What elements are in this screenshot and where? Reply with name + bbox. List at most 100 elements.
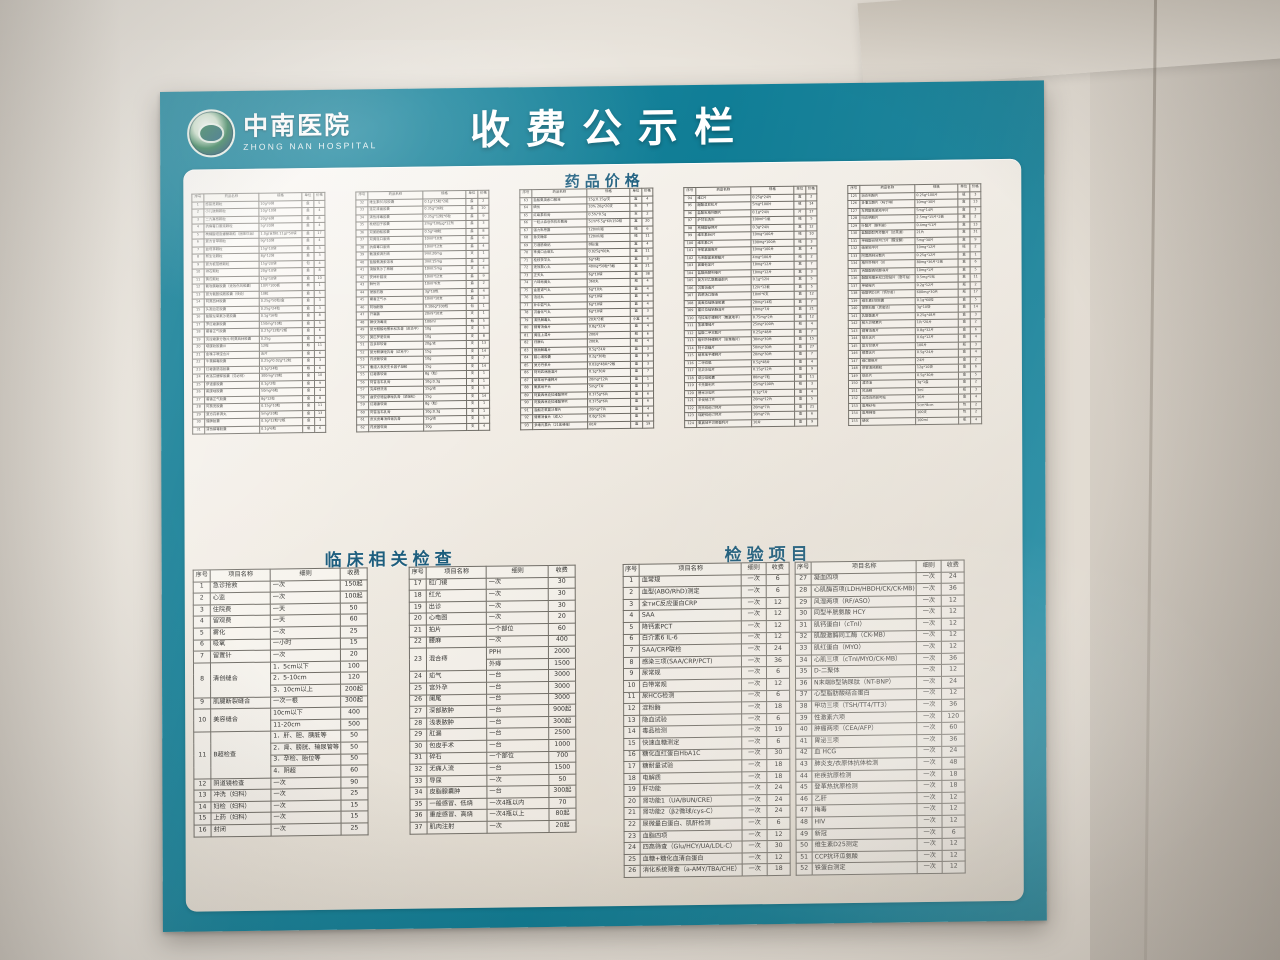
table-cell: 24 xyxy=(766,643,790,656)
table-cell: 一次 xyxy=(916,699,942,712)
table-cell: 3 xyxy=(314,304,326,313)
table-cell: 139 xyxy=(848,297,861,306)
table-cell: 2 xyxy=(623,587,640,600)
table-cell: 11 xyxy=(806,373,818,382)
drug-price-table-column-5: 序号 药品名称 规格 单位 价格 125 消炎利胆片 0.25g*100片瓶 3 126 多潘立酮片… xyxy=(847,183,983,427)
table-cell: 53 xyxy=(356,356,369,365)
table-cell: 29 xyxy=(409,729,427,742)
table-cell: 9 xyxy=(806,365,818,374)
table-cell: 2 xyxy=(970,408,982,417)
table-cell: 18 xyxy=(941,768,965,781)
table-cell: 心电图 xyxy=(426,612,487,626)
table-cell: 3000 xyxy=(548,692,576,705)
table-cell: 32 xyxy=(409,764,427,776)
table-cell: 盒 xyxy=(302,357,315,366)
table-cell: 141 xyxy=(848,312,861,321)
table-cell: 一次 xyxy=(741,666,767,679)
table-cell: 盒 xyxy=(630,270,643,279)
table-cell: 出诊 xyxy=(426,601,487,614)
table-cell: 92 xyxy=(520,414,533,423)
table-cell: 盒 xyxy=(794,358,807,367)
table-cell: 3 xyxy=(623,599,640,611)
table-cell: 1．肝、胆、胰脏等 xyxy=(270,730,341,744)
table-cell: 一次 xyxy=(486,600,549,613)
table-cell: 41 xyxy=(795,735,812,748)
table-cell: 盒 xyxy=(465,212,478,221)
table-cell: 4．阴超 xyxy=(270,765,341,778)
table-cell: 7 xyxy=(806,328,818,337)
wall-corner-shade xyxy=(1090,0,1280,960)
column-header: 项目名称 xyxy=(426,566,487,579)
table-cell: 盒 xyxy=(465,205,478,214)
table-cell: 38 xyxy=(642,270,654,279)
table-cell: 支 xyxy=(466,340,479,349)
table-cell: 一小时 xyxy=(270,637,341,651)
table-cell: 144 xyxy=(848,335,861,344)
table-cell: 盒 xyxy=(630,383,643,391)
table-row: 26 消化系统筛查（a-AMY/TBA/CHE） 一次 18 xyxy=(624,863,791,878)
column-header: 收费 xyxy=(548,565,576,578)
table-cell: 1 xyxy=(314,282,326,290)
table-cell: 52 xyxy=(796,863,813,876)
table-cell: 妇检（妇科） xyxy=(210,800,272,814)
table-cell: 30 xyxy=(795,608,812,621)
table-cell: 一台 xyxy=(486,762,549,775)
table-cell: 24 xyxy=(941,675,965,688)
table-cell: 143 xyxy=(848,327,861,336)
table-cell: 7 xyxy=(806,260,818,269)
table-cell: 48 xyxy=(941,757,965,770)
table-cell: 6 xyxy=(642,413,654,421)
table-cell: 盒 xyxy=(794,246,807,254)
table-cell: 3 xyxy=(806,268,818,277)
table-cell: 30 xyxy=(766,747,790,760)
table-cell: 支 xyxy=(466,400,479,409)
table-cell: 30 xyxy=(409,740,427,753)
table-cell: 60 xyxy=(340,764,368,777)
table-cell: 12 xyxy=(805,223,817,232)
table-cell: 200起 xyxy=(340,683,368,696)
table-cell: 12 xyxy=(766,631,790,644)
table-cell: 一天 xyxy=(270,602,341,616)
table-cell: 34 xyxy=(795,654,812,667)
table-cell: 盒 xyxy=(957,228,970,237)
table-cell: 13 xyxy=(969,198,981,207)
table-cell: 23 xyxy=(624,830,641,843)
table-cell: 31 xyxy=(409,752,427,765)
column-header: 收费 xyxy=(941,560,965,572)
table-cell: 43 xyxy=(356,281,369,290)
table-cell: 104 xyxy=(684,269,697,278)
table-cell: 4 xyxy=(806,320,818,329)
table-cell: 盒 xyxy=(794,411,807,419)
fee-disclosure-board: 中南医院 ZHONG NAN HOSPITAL 收费公示栏 药品价格 临床相关检… xyxy=(160,80,1047,933)
table-cell: 1500 xyxy=(548,762,576,775)
table-cell: 3 xyxy=(642,383,654,391)
table-cell: 900起 xyxy=(548,704,576,717)
table-cell: 7 xyxy=(192,246,205,255)
table-cell: 16 xyxy=(623,749,640,762)
table-cell: 13 xyxy=(314,409,326,418)
table-cell: 2 xyxy=(970,356,982,364)
table-cell: 留观费 xyxy=(210,615,271,628)
table-cell: 11 xyxy=(641,233,653,241)
table-cell: 113 xyxy=(684,337,697,346)
table-cell: 85 xyxy=(520,362,533,370)
table-cell: 9 xyxy=(314,379,326,388)
table-cell: 36 xyxy=(941,583,965,596)
table-cell: 7 xyxy=(193,651,211,663)
table-cell: 48 xyxy=(356,319,369,327)
table-cell: 10 xyxy=(623,680,640,693)
table-cell: 3 xyxy=(642,308,654,316)
table-cell: 127 xyxy=(847,207,860,216)
table-cell: 6 xyxy=(766,736,790,749)
table-cell: 4 xyxy=(970,416,982,424)
table-cell: 57 xyxy=(356,386,369,395)
column-header: 序号 xyxy=(355,191,368,200)
table-cell: 26 xyxy=(192,388,205,397)
table-cell: 阑尾 xyxy=(426,693,487,707)
table-cell: 44 xyxy=(795,770,812,783)
table-cell: 123 xyxy=(684,412,697,421)
clinical-table-right: 序号 项目名称 细则 收费 17 肛门镜 一次 30 18 红光 一次 30 19 出诊 一次 30 20 心电图… xyxy=(408,564,577,835)
drug-price-table-column-2: 序号 药品名称 规格 单位 价格 32 维生素B1软胶囊 0.1g*15粒*2组盒 2 33 连花清… xyxy=(355,189,491,433)
table-cell: 12 xyxy=(623,703,640,716)
table-cell: 盒 xyxy=(466,287,479,296)
